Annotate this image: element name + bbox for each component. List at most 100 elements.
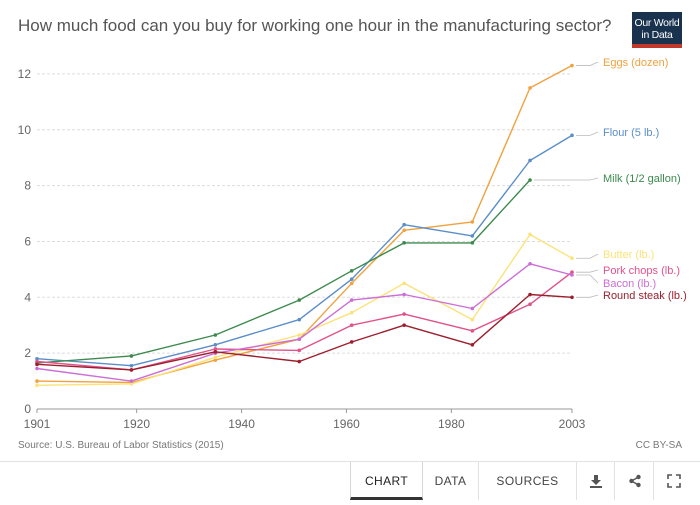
series-line [36,233,573,386]
series-label: Milk (1/2 gallon) [603,173,681,185]
fullscreen-icon [667,474,681,488]
data-point [570,270,574,274]
data-point [129,379,134,383]
data-point [129,382,134,386]
data-point [213,347,218,351]
data-point [213,349,218,354]
data-point [297,359,302,364]
tab-chart[interactable]: CHART [350,462,423,500]
data-point [349,340,354,344]
data-point [129,363,134,368]
data-point [402,241,406,245]
data-point [402,312,406,316]
series-line [36,134,573,367]
license-note[interactable]: CC BY-SA [635,440,682,451]
data-point [570,133,574,138]
data-point [470,234,475,238]
x-tick-label: 1940 [228,417,255,431]
data-point [402,292,406,297]
logo-line-2: in Data [641,29,673,41]
data-point [35,383,39,388]
data-point [528,292,532,297]
data-point [528,302,532,307]
data-point [213,355,218,360]
series-label: Bacon (lb.) [603,278,656,290]
series-label: Round steak (lb.) [603,290,687,302]
data-point [35,362,39,367]
label-leader [576,294,599,298]
data-point [528,158,532,163]
y-tick-label: 0 [24,402,31,416]
share-button[interactable] [616,462,654,500]
series-label: Eggs (dozen) [603,57,668,69]
data-point [213,333,218,337]
data-point [470,241,475,245]
label-leader [576,269,599,273]
data-point [470,317,475,322]
share-icon [628,474,641,488]
footer-bar: CHART DATA SOURCES [0,461,700,505]
data-point [349,323,354,328]
data-point [528,262,532,266]
data-point [213,358,218,362]
x-tick-label: 1920 [123,417,150,431]
data-point [349,310,354,315]
label-leader [534,177,599,181]
data-point [349,298,354,302]
y-tick-label: 8 [24,179,31,193]
x-tick-label: 1980 [438,417,465,431]
download-button[interactable] [577,462,615,500]
y-tick-label: 10 [18,123,32,137]
data-point [297,317,302,322]
label-leader [576,253,599,259]
data-point [570,295,574,300]
series-label: Flour (5 lb.) [603,127,659,139]
data-point [129,354,134,358]
data-point [402,228,406,233]
label-leader [576,61,599,66]
data-point [470,306,475,311]
series-line [36,271,573,371]
fullscreen-button[interactable] [655,462,693,500]
data-point [402,281,406,286]
data-point [35,356,39,361]
data-point [349,268,354,273]
data-point [213,342,218,347]
data-point [297,348,302,353]
tab-sources[interactable]: SOURCES [479,462,577,500]
data-point [297,337,302,341]
data-point [470,329,475,333]
data-point [35,379,39,383]
y-tick-label: 6 [24,234,31,248]
data-point [470,220,475,224]
data-point [35,366,39,371]
download-icon [589,475,602,488]
x-tick-label: 2003 [559,417,586,431]
data-point [528,86,532,90]
line-chart: 0 2 4 6 8 10 12 1901 1920 1940 1960 1980 2003 Eggs (d… [18,57,687,431]
y-tick-label: 12 [18,67,32,81]
owid-logo[interactable]: Our World in Data [632,12,682,48]
data-point [402,323,406,328]
data-point [528,232,532,237]
x-tick-label: 1901 [24,417,51,431]
series-label: Butter (lb.) [603,249,654,261]
data-point [297,333,302,337]
data-point [129,368,134,372]
logo-line-1: Our World [634,17,680,29]
data-point [470,342,475,347]
source-note[interactable]: Source: U.S. Bureau of Labor Statistics … [18,440,224,451]
y-tick-label: 4 [24,290,31,304]
data-point [570,256,574,261]
label-leader [576,131,599,136]
y-tick-label: 2 [24,346,31,360]
label-leader [576,274,599,284]
x-tick-label: 1960 [333,417,360,431]
data-point [570,273,574,277]
data-point [349,277,354,281]
tab-data[interactable]: DATA [423,462,479,500]
data-point [402,222,406,227]
data-point [528,178,532,182]
series-line [36,179,531,364]
chart-title: How much food can you buy for working on… [18,16,612,35]
